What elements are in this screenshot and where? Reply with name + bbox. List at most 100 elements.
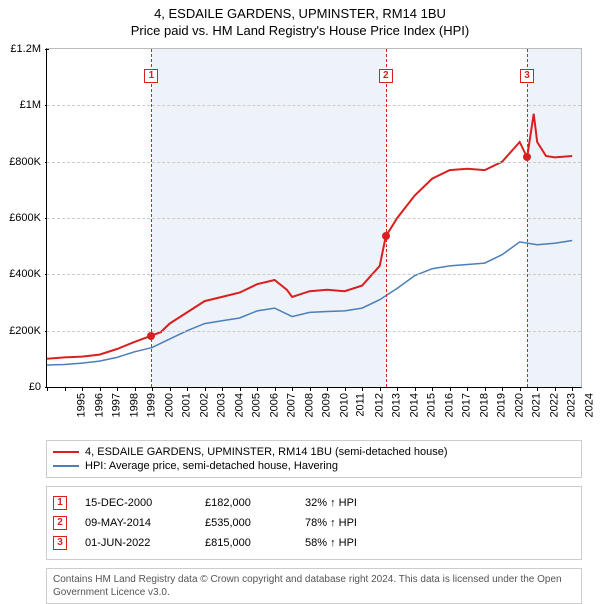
fact-date: 15-DEC-2000 bbox=[85, 497, 205, 509]
sale-marker-dot bbox=[523, 153, 531, 161]
x-axis-tick bbox=[362, 387, 363, 391]
x-axis-label: 2007 bbox=[286, 393, 298, 417]
x-axis-label: 2008 bbox=[303, 393, 315, 417]
x-axis-label: 2003 bbox=[216, 393, 228, 417]
y-axis-label: £800K bbox=[9, 156, 41, 168]
fact-row: 1 15-DEC-2000£182,00032% ↑ HPI bbox=[53, 493, 575, 513]
gridline bbox=[47, 331, 581, 332]
x-axis-tick bbox=[275, 387, 276, 391]
fact-row: 2 09-MAY-2014£535,00078% ↑ HPI bbox=[53, 513, 575, 533]
x-axis-label: 2001 bbox=[181, 393, 193, 417]
x-axis-label: 2017 bbox=[461, 393, 473, 417]
fact-row: 301-JUN-2022£815,00058% ↑ HPI bbox=[53, 533, 575, 553]
x-axis-label: 2013 bbox=[391, 393, 403, 417]
series-line bbox=[47, 114, 572, 359]
x-axis-tick bbox=[170, 387, 171, 391]
gridline bbox=[47, 218, 581, 219]
gridline bbox=[47, 274, 581, 275]
x-axis-label: 2004 bbox=[233, 393, 245, 417]
x-axis-label: 2009 bbox=[321, 393, 333, 417]
x-axis-label: 2012 bbox=[373, 393, 385, 417]
x-axis-tick bbox=[257, 387, 258, 391]
x-axis-tick bbox=[240, 387, 241, 391]
sale-marker-badge: 2 bbox=[379, 69, 393, 83]
y-axis-label: £600K bbox=[9, 212, 41, 224]
fact-price: £815,000 bbox=[205, 537, 305, 549]
x-axis-label: 1998 bbox=[128, 393, 140, 417]
x-axis: 1995199619971998199920002001200220032004… bbox=[47, 387, 581, 437]
x-axis-tick bbox=[47, 387, 48, 391]
x-axis-label: 2015 bbox=[426, 393, 438, 417]
y-axis-label: £400K bbox=[9, 268, 41, 280]
gridline bbox=[47, 105, 581, 106]
attribution-text: Contains HM Land Registry data © Crown c… bbox=[46, 568, 582, 604]
fact-date: 01-JUN-2022 bbox=[85, 537, 205, 549]
x-axis-tick bbox=[450, 387, 451, 391]
x-axis-label: 1997 bbox=[111, 393, 123, 417]
x-axis-tick bbox=[187, 387, 188, 391]
legend-swatch bbox=[53, 465, 79, 467]
x-axis-tick bbox=[380, 387, 381, 391]
sale-marker-dot bbox=[147, 332, 155, 340]
y-axis-label: £1M bbox=[20, 99, 41, 111]
x-axis-tick bbox=[572, 387, 573, 391]
x-axis-label: 2018 bbox=[478, 393, 490, 417]
x-axis-tick bbox=[222, 387, 223, 391]
x-axis-label: 1999 bbox=[146, 393, 158, 417]
x-axis-label: 2022 bbox=[548, 393, 560, 417]
x-axis-tick bbox=[65, 387, 66, 391]
fact-price: £182,000 bbox=[205, 497, 305, 509]
x-axis-label: 2016 bbox=[443, 393, 455, 417]
x-axis-tick bbox=[345, 387, 346, 391]
fact-delta: 78% ↑ HPI bbox=[305, 517, 357, 529]
fact-date: 09-MAY-2014 bbox=[85, 517, 205, 529]
sale-marker-badge: 1 bbox=[144, 69, 158, 83]
legend-label: 4, ESDAILE GARDENS, UPMINSTER, RM14 1BU … bbox=[85, 446, 448, 458]
fact-marker-badge: 1 bbox=[53, 496, 67, 510]
legend-swatch bbox=[53, 451, 79, 453]
x-axis-tick bbox=[537, 387, 538, 391]
sale-marker-line bbox=[527, 49, 528, 387]
x-axis-tick bbox=[327, 387, 328, 391]
fact-marker-badge: 2 bbox=[53, 516, 67, 530]
fact-delta: 32% ↑ HPI bbox=[305, 497, 357, 509]
chart-subtitle: Price paid vs. HM Land Registry's House … bbox=[0, 23, 600, 38]
chart-title: 4, ESDAILE GARDENS, UPMINSTER, RM14 1BU bbox=[0, 6, 600, 21]
x-axis-label: 1996 bbox=[93, 393, 105, 417]
x-axis-tick bbox=[310, 387, 311, 391]
x-axis-label: 2023 bbox=[566, 393, 578, 417]
title-block: 4, ESDAILE GARDENS, UPMINSTER, RM14 1BU … bbox=[0, 0, 600, 38]
legend-row: 4, ESDAILE GARDENS, UPMINSTER, RM14 1BU … bbox=[53, 445, 575, 459]
x-axis-label: 2024 bbox=[583, 393, 595, 417]
legend: 4, ESDAILE GARDENS, UPMINSTER, RM14 1BU … bbox=[46, 440, 582, 478]
x-axis-tick bbox=[432, 387, 433, 391]
x-axis-label: 2021 bbox=[531, 393, 543, 417]
x-axis-label: 2010 bbox=[338, 393, 350, 417]
x-axis-label: 2011 bbox=[355, 393, 367, 417]
y-axis-label: £200K bbox=[9, 325, 41, 337]
fact-marker-badge: 3 bbox=[53, 536, 67, 550]
x-axis-tick bbox=[100, 387, 101, 391]
sale-facts-table: 1 15-DEC-2000£182,00032% ↑ HPI 2 09-MAY-201… bbox=[46, 486, 582, 560]
x-axis-label: 2002 bbox=[198, 393, 210, 417]
x-axis-tick bbox=[117, 387, 118, 391]
x-axis-tick bbox=[152, 387, 153, 391]
x-axis-tick bbox=[135, 387, 136, 391]
fact-price: £535,000 bbox=[205, 517, 305, 529]
x-axis-tick bbox=[485, 387, 486, 391]
y-axis: £0£200K£400K£600K£800K£1M£1.2M bbox=[1, 49, 45, 387]
x-axis-label: 2000 bbox=[163, 393, 175, 417]
legend-label: HPI: Average price, semi-detached house,… bbox=[85, 460, 338, 472]
x-axis-tick bbox=[397, 387, 398, 391]
x-axis-tick bbox=[520, 387, 521, 391]
x-axis-tick bbox=[467, 387, 468, 391]
y-axis-label: £1.2M bbox=[10, 43, 41, 55]
x-axis-label: 2019 bbox=[496, 393, 508, 417]
sale-marker-line bbox=[386, 49, 387, 387]
x-axis-tick bbox=[555, 387, 556, 391]
x-axis-label: 2006 bbox=[268, 393, 280, 417]
x-axis-label: 2014 bbox=[408, 393, 420, 417]
x-axis-tick bbox=[502, 387, 503, 391]
sale-marker-badge: 3 bbox=[520, 69, 534, 83]
chart-plot-area: £0£200K£400K£600K£800K£1M£1.2M 199519961… bbox=[46, 48, 582, 388]
